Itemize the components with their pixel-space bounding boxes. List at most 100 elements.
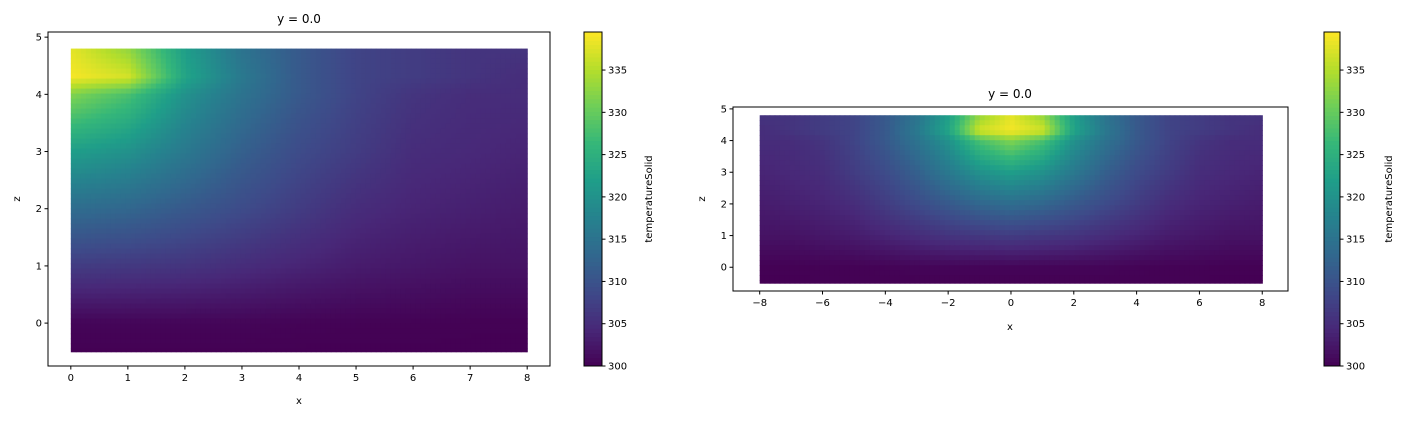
heatmap-cell (245, 263, 252, 270)
heatmap-cell (370, 198, 377, 205)
heatmap-cell (120, 173, 127, 180)
heatmap-cell (375, 73, 382, 80)
heatmap-cell (280, 158, 287, 165)
heatmap-cell (230, 288, 237, 295)
heatmap-cell (410, 298, 417, 305)
heatmap-cell (320, 218, 327, 225)
heatmap-cell (145, 88, 152, 95)
heatmap-cell (230, 183, 237, 190)
heatmap-cell (380, 158, 387, 165)
heatmap-cell (300, 233, 307, 240)
heatmap-cell (335, 178, 342, 185)
heatmap-cell (510, 313, 517, 320)
heatmap-cell (300, 248, 307, 255)
heatmap-cell (135, 273, 142, 280)
heatmap-cell (510, 308, 517, 315)
heatmap-cell (95, 298, 102, 305)
heatmap-cell (435, 298, 442, 305)
heatmap-cell (430, 98, 437, 105)
heatmap-cell (200, 233, 207, 240)
heatmap-cell (490, 113, 497, 120)
heatmap-cell (435, 108, 442, 115)
heatmap-cell (225, 58, 232, 65)
heatmap-cell (250, 188, 257, 195)
heatmap-cell (155, 48, 162, 55)
heatmap-cell (75, 213, 82, 220)
heatmap-cell (420, 233, 427, 240)
heatmap-cell (355, 258, 362, 265)
heatmap-cell (525, 153, 528, 160)
heatmap-cell (160, 128, 167, 135)
heatmap-cell (125, 198, 132, 205)
heatmap-cell (240, 198, 247, 205)
heatmap-cell (330, 193, 337, 200)
heatmap-cell (135, 238, 142, 245)
heatmap-cell (325, 133, 332, 140)
heatmap-cell (475, 248, 482, 255)
heatmap-cell (450, 53, 457, 60)
heatmap-cell (290, 168, 297, 175)
heatmap-cell (120, 68, 127, 75)
heatmap-cell (290, 88, 297, 95)
heatmap-cell (420, 128, 427, 135)
heatmap-cell (140, 188, 147, 195)
heatmap-cell (415, 198, 422, 205)
heatmap-cell (245, 48, 252, 55)
heatmap-cell (230, 168, 237, 175)
heatmap-cell (145, 98, 152, 105)
heatmap-cell (110, 273, 117, 280)
heatmap-cell (350, 253, 357, 260)
heatmap-cell (115, 193, 122, 200)
heatmap-cell (250, 253, 257, 260)
heatmap-cell (270, 303, 277, 310)
heatmap-cell (410, 183, 417, 190)
heatmap-cell (170, 173, 177, 180)
heatmap-cell (285, 223, 292, 230)
heatmap-cell (185, 258, 192, 265)
heatmap-cell (405, 243, 412, 250)
heatmap-cell (130, 148, 137, 155)
heatmap-cell (525, 268, 528, 275)
heatmap-cell (85, 233, 92, 240)
heatmap-cell (185, 233, 192, 240)
heatmap-cell (515, 83, 522, 90)
heatmap-cell (195, 293, 202, 300)
heatmap-cell (95, 308, 102, 315)
heatmap-cell (430, 163, 437, 170)
heatmap-cell (485, 48, 492, 55)
heatmap-cell (120, 288, 127, 295)
heatmap-cell (415, 178, 422, 185)
heatmap-cell (105, 68, 112, 75)
heatmap-cell (455, 303, 462, 310)
heatmap-cell (330, 123, 337, 130)
heatmap-cell (170, 48, 177, 55)
heatmap-cell (155, 128, 162, 135)
heatmap-cell (450, 48, 457, 55)
heatmap-cell (190, 188, 197, 195)
heatmap-cell (145, 48, 152, 55)
heatmap-cell (280, 263, 287, 270)
heatmap-cell (200, 93, 207, 100)
heatmap-cell (75, 138, 82, 145)
heatmap-cell (485, 288, 492, 295)
heatmap-cell (195, 278, 202, 285)
heatmap-cell (520, 203, 527, 210)
heatmap-cell (135, 73, 142, 80)
heatmap-cell (330, 218, 337, 225)
heatmap-cell (260, 103, 267, 110)
heatmap-cell (205, 123, 212, 130)
heatmap-cell (370, 263, 377, 270)
heatmap-cell (440, 293, 447, 300)
heatmap-cell (155, 198, 162, 205)
heatmap-cell (325, 288, 332, 295)
heatmap-cell (160, 168, 167, 175)
heatmap-cell (385, 148, 392, 155)
heatmap-cell (270, 128, 277, 135)
heatmap-cell (430, 258, 437, 265)
heatmap-cell (310, 178, 317, 185)
heatmap-cell (480, 293, 487, 300)
heatmap-cell (330, 103, 337, 110)
heatmap-cell (110, 78, 117, 85)
heatmap-cell (300, 78, 307, 85)
heatmap-cell (195, 53, 202, 60)
